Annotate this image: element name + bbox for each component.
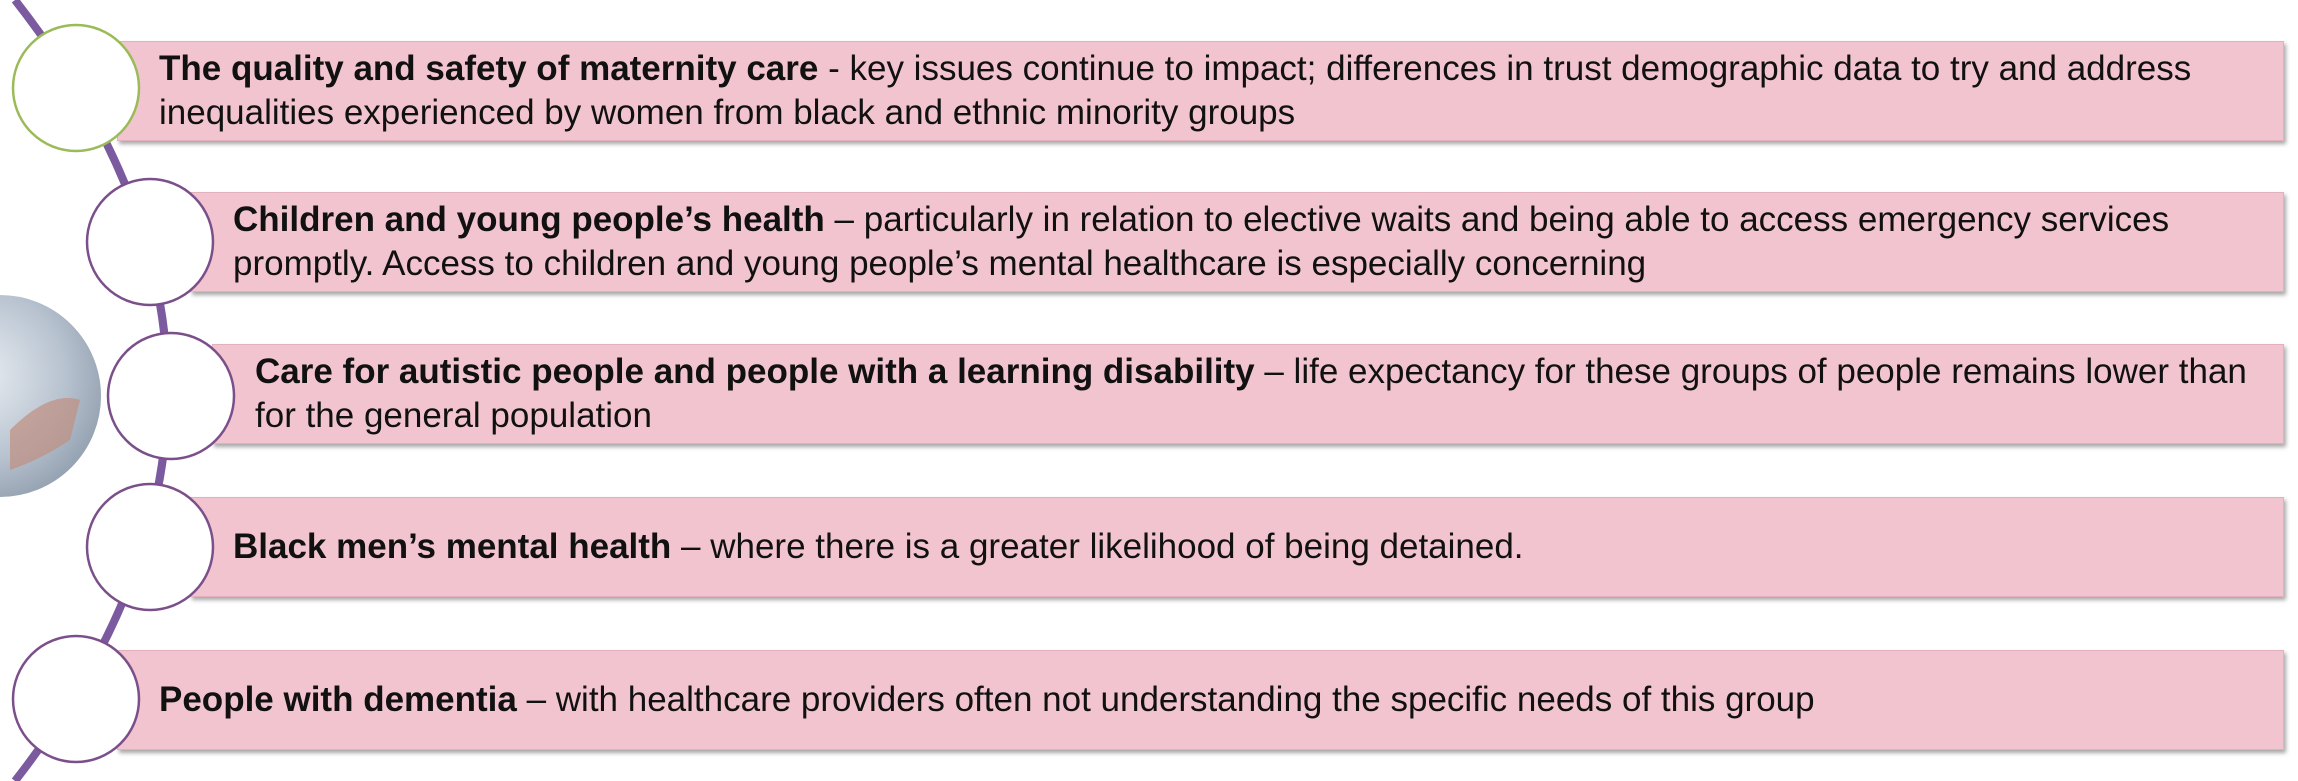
page: The quality and safety of maternity care…	[0, 0, 2298, 781]
item-circle	[87, 484, 213, 610]
item-circle	[108, 333, 234, 459]
circles	[0, 0, 2298, 781]
item-circle	[87, 179, 213, 305]
item-circle	[13, 25, 139, 151]
item-circle	[13, 636, 139, 762]
